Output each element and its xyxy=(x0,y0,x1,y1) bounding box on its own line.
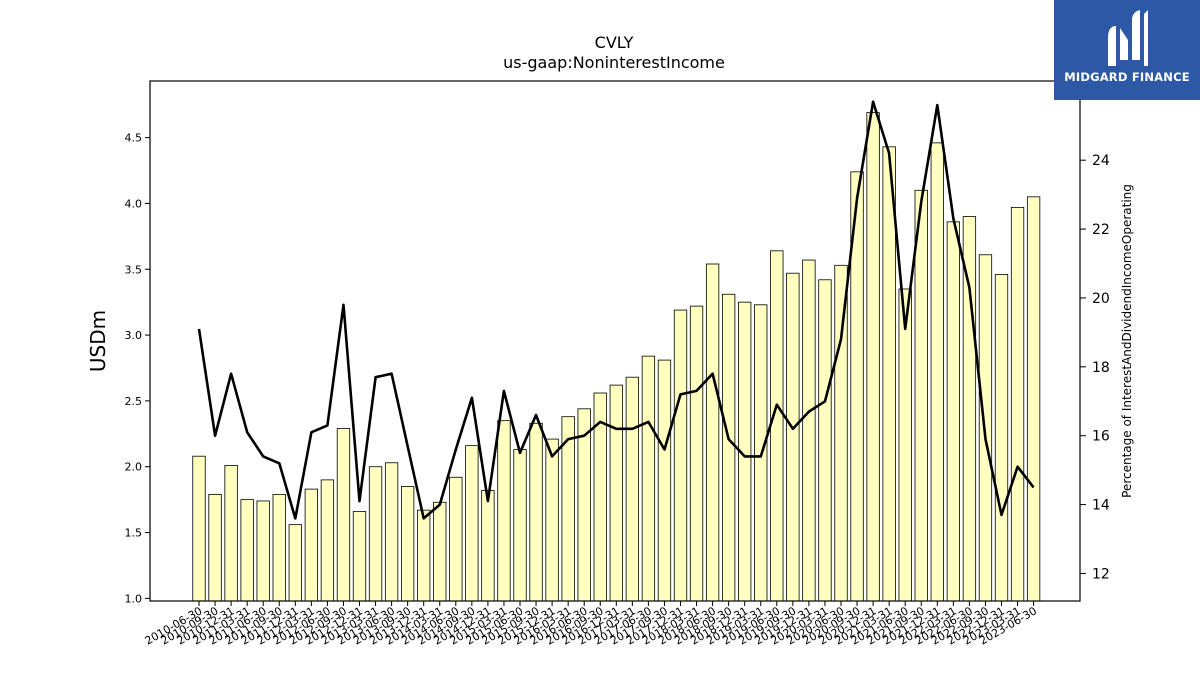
y2-tick-label: 24 xyxy=(1092,153,1110,169)
x-axis: 2010-06-302010-09-302010-12-312011-03-31… xyxy=(143,601,1039,648)
y-tick-label: 4.0 xyxy=(125,197,143,210)
bar xyxy=(930,142,944,602)
y2-tick-label: 12 xyxy=(1092,566,1110,582)
y2-tick-label: 16 xyxy=(1092,429,1110,445)
bar xyxy=(994,274,1009,602)
bar xyxy=(384,462,399,602)
bar xyxy=(1026,196,1041,602)
bar-series xyxy=(192,112,1041,602)
bar xyxy=(417,509,431,602)
chart-subtitle: us-gaap:NoninterestIncome xyxy=(503,53,725,72)
y2-tick-label: 22 xyxy=(1092,222,1110,238)
y2-tick-label: 18 xyxy=(1092,360,1110,376)
bar xyxy=(529,422,543,602)
bar xyxy=(304,488,319,602)
bar xyxy=(818,279,832,602)
y-tick-label: 2.0 xyxy=(125,461,143,474)
midgard-m-logo-icon xyxy=(1108,10,1148,66)
y-tick-label: 2.5 xyxy=(125,395,143,408)
bar xyxy=(689,305,704,602)
bar xyxy=(722,293,736,602)
y-axis-left: 1.0 1.5 2.0 2.5 3.0 3.5 4.0 4.5 xyxy=(125,132,150,605)
y-tick-label: 4.5 xyxy=(125,132,143,145)
bar xyxy=(465,445,479,602)
bar xyxy=(898,288,912,602)
brand-name: MIDGARD FINANCE xyxy=(1064,70,1190,84)
bar xyxy=(914,189,928,602)
y-tick-label: 1.5 xyxy=(125,527,143,540)
bar xyxy=(657,359,672,602)
bar xyxy=(866,112,880,602)
bar xyxy=(368,466,383,602)
bar xyxy=(705,263,720,602)
y2-axis-label: Percentage of InterestAndDividendIncomeO… xyxy=(1120,184,1134,498)
y-tick-label: 3.5 xyxy=(125,263,143,276)
bar xyxy=(224,465,238,602)
bar xyxy=(449,476,463,602)
y-tick-label: 3.0 xyxy=(125,329,143,342)
bar xyxy=(1010,206,1025,602)
y-axis-right: 12 14 16 18 20 22 24 xyxy=(1080,153,1110,582)
bar xyxy=(208,493,222,602)
plot-frame xyxy=(149,80,1081,602)
y-axis-label: USDm xyxy=(86,310,110,372)
bar xyxy=(336,428,351,602)
bar xyxy=(786,272,800,602)
bar xyxy=(834,264,848,602)
bar xyxy=(352,511,367,602)
bar xyxy=(481,490,495,602)
bar xyxy=(513,449,527,602)
y-tick-label: 1.0 xyxy=(125,592,143,605)
bar xyxy=(192,455,206,602)
bar xyxy=(497,420,511,602)
bar xyxy=(609,384,623,602)
bar xyxy=(673,309,688,602)
bar xyxy=(288,524,302,602)
bar xyxy=(240,499,254,602)
y2-tick-label: 20 xyxy=(1092,291,1110,307)
brand-logo: MIDGARD FINANCE xyxy=(1054,0,1200,100)
bar xyxy=(256,500,270,602)
y2-tick-label: 14 xyxy=(1092,498,1110,514)
percentage-line-series xyxy=(197,100,1035,520)
bar xyxy=(641,355,656,602)
bar xyxy=(802,259,816,602)
bar xyxy=(400,486,415,602)
chart-title: CVLY xyxy=(595,33,634,52)
bar xyxy=(272,493,286,602)
bar xyxy=(545,438,559,602)
bar xyxy=(946,221,960,602)
bar xyxy=(433,501,447,602)
bar xyxy=(770,250,784,602)
bar xyxy=(625,376,639,602)
bar xyxy=(320,479,335,602)
